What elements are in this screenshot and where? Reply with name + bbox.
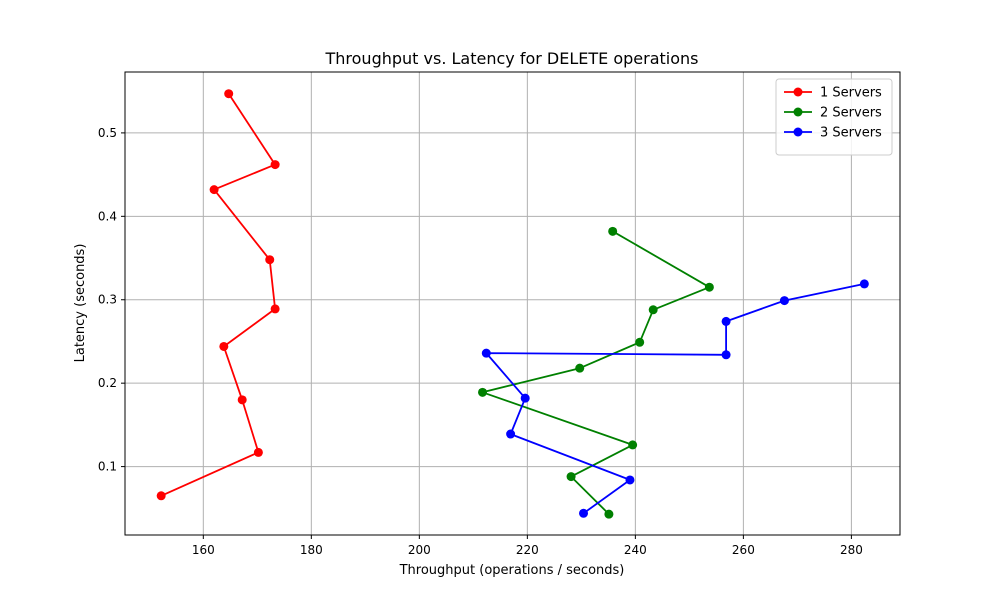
data-point (859, 279, 869, 289)
y-tick-label: 0.2 (98, 376, 117, 390)
x-tick-label: 220 (516, 543, 539, 557)
data-point (625, 475, 635, 485)
legend-item: 1 Servers (784, 86, 882, 101)
data-point (608, 226, 618, 236)
series-layer (156, 89, 869, 519)
data-point (237, 395, 247, 405)
legend-label: 1 Servers (820, 86, 882, 101)
data-point (478, 387, 488, 397)
legend-marker (793, 87, 803, 97)
data-point (704, 282, 714, 292)
data-point (209, 185, 219, 195)
x-tick-label: 160 (192, 543, 215, 557)
data-point (635, 337, 645, 347)
plot-frame (124, 71, 901, 536)
data-point (628, 440, 638, 450)
data-point (575, 363, 585, 373)
series-3 (481, 279, 869, 518)
data-point (219, 341, 229, 351)
data-point (604, 509, 614, 519)
legend-item: 2 Servers (784, 106, 882, 121)
x-axis-label: Throughput (operations / seconds) (399, 563, 625, 578)
data-point (224, 89, 234, 99)
y-tick-label: 0.3 (98, 293, 117, 307)
legend-label: 2 Servers (820, 106, 882, 121)
grid-layer (125, 72, 900, 535)
data-point (156, 491, 166, 501)
data-point (520, 393, 530, 403)
series-2 (478, 226, 714, 519)
data-point (566, 472, 576, 482)
data-point (506, 429, 516, 439)
data-point (270, 160, 280, 170)
x-tick-label: 280 (840, 543, 863, 557)
y-tick-label: 0.4 (98, 209, 117, 223)
legend-item: 3 Servers (784, 126, 882, 141)
data-point (721, 316, 731, 326)
data-point (270, 304, 280, 314)
y-tick-label: 0.1 (98, 460, 117, 474)
series-1 (156, 89, 280, 501)
data-point (779, 296, 789, 306)
data-point (265, 255, 275, 265)
legend-marker (793, 127, 803, 137)
data-point (579, 508, 589, 518)
y-axis-label: Latency (seconds) (73, 244, 88, 363)
data-point (721, 350, 731, 360)
x-tick-label: 180 (300, 543, 323, 557)
tick-layer: 160 180 200 220 240 260 280 0.1 0.2 0.3 0.4 0.5 (98, 126, 863, 557)
chart-title: Throughput vs. Latency for DELETE operat… (325, 49, 699, 68)
data-point (648, 305, 658, 315)
x-tick-label: 200 (408, 543, 431, 557)
legend-box (775, 78, 893, 156)
data-point (253, 447, 263, 457)
x-tick-label: 240 (624, 543, 647, 557)
legend-marker (793, 107, 803, 117)
legend-label: 3 Servers (820, 126, 882, 141)
data-point (481, 348, 491, 358)
x-tick-label: 260 (732, 543, 755, 557)
legend: 1 Servers 2 Servers 3 Servers (775, 78, 893, 156)
y-tick-label: 0.5 (98, 126, 117, 140)
